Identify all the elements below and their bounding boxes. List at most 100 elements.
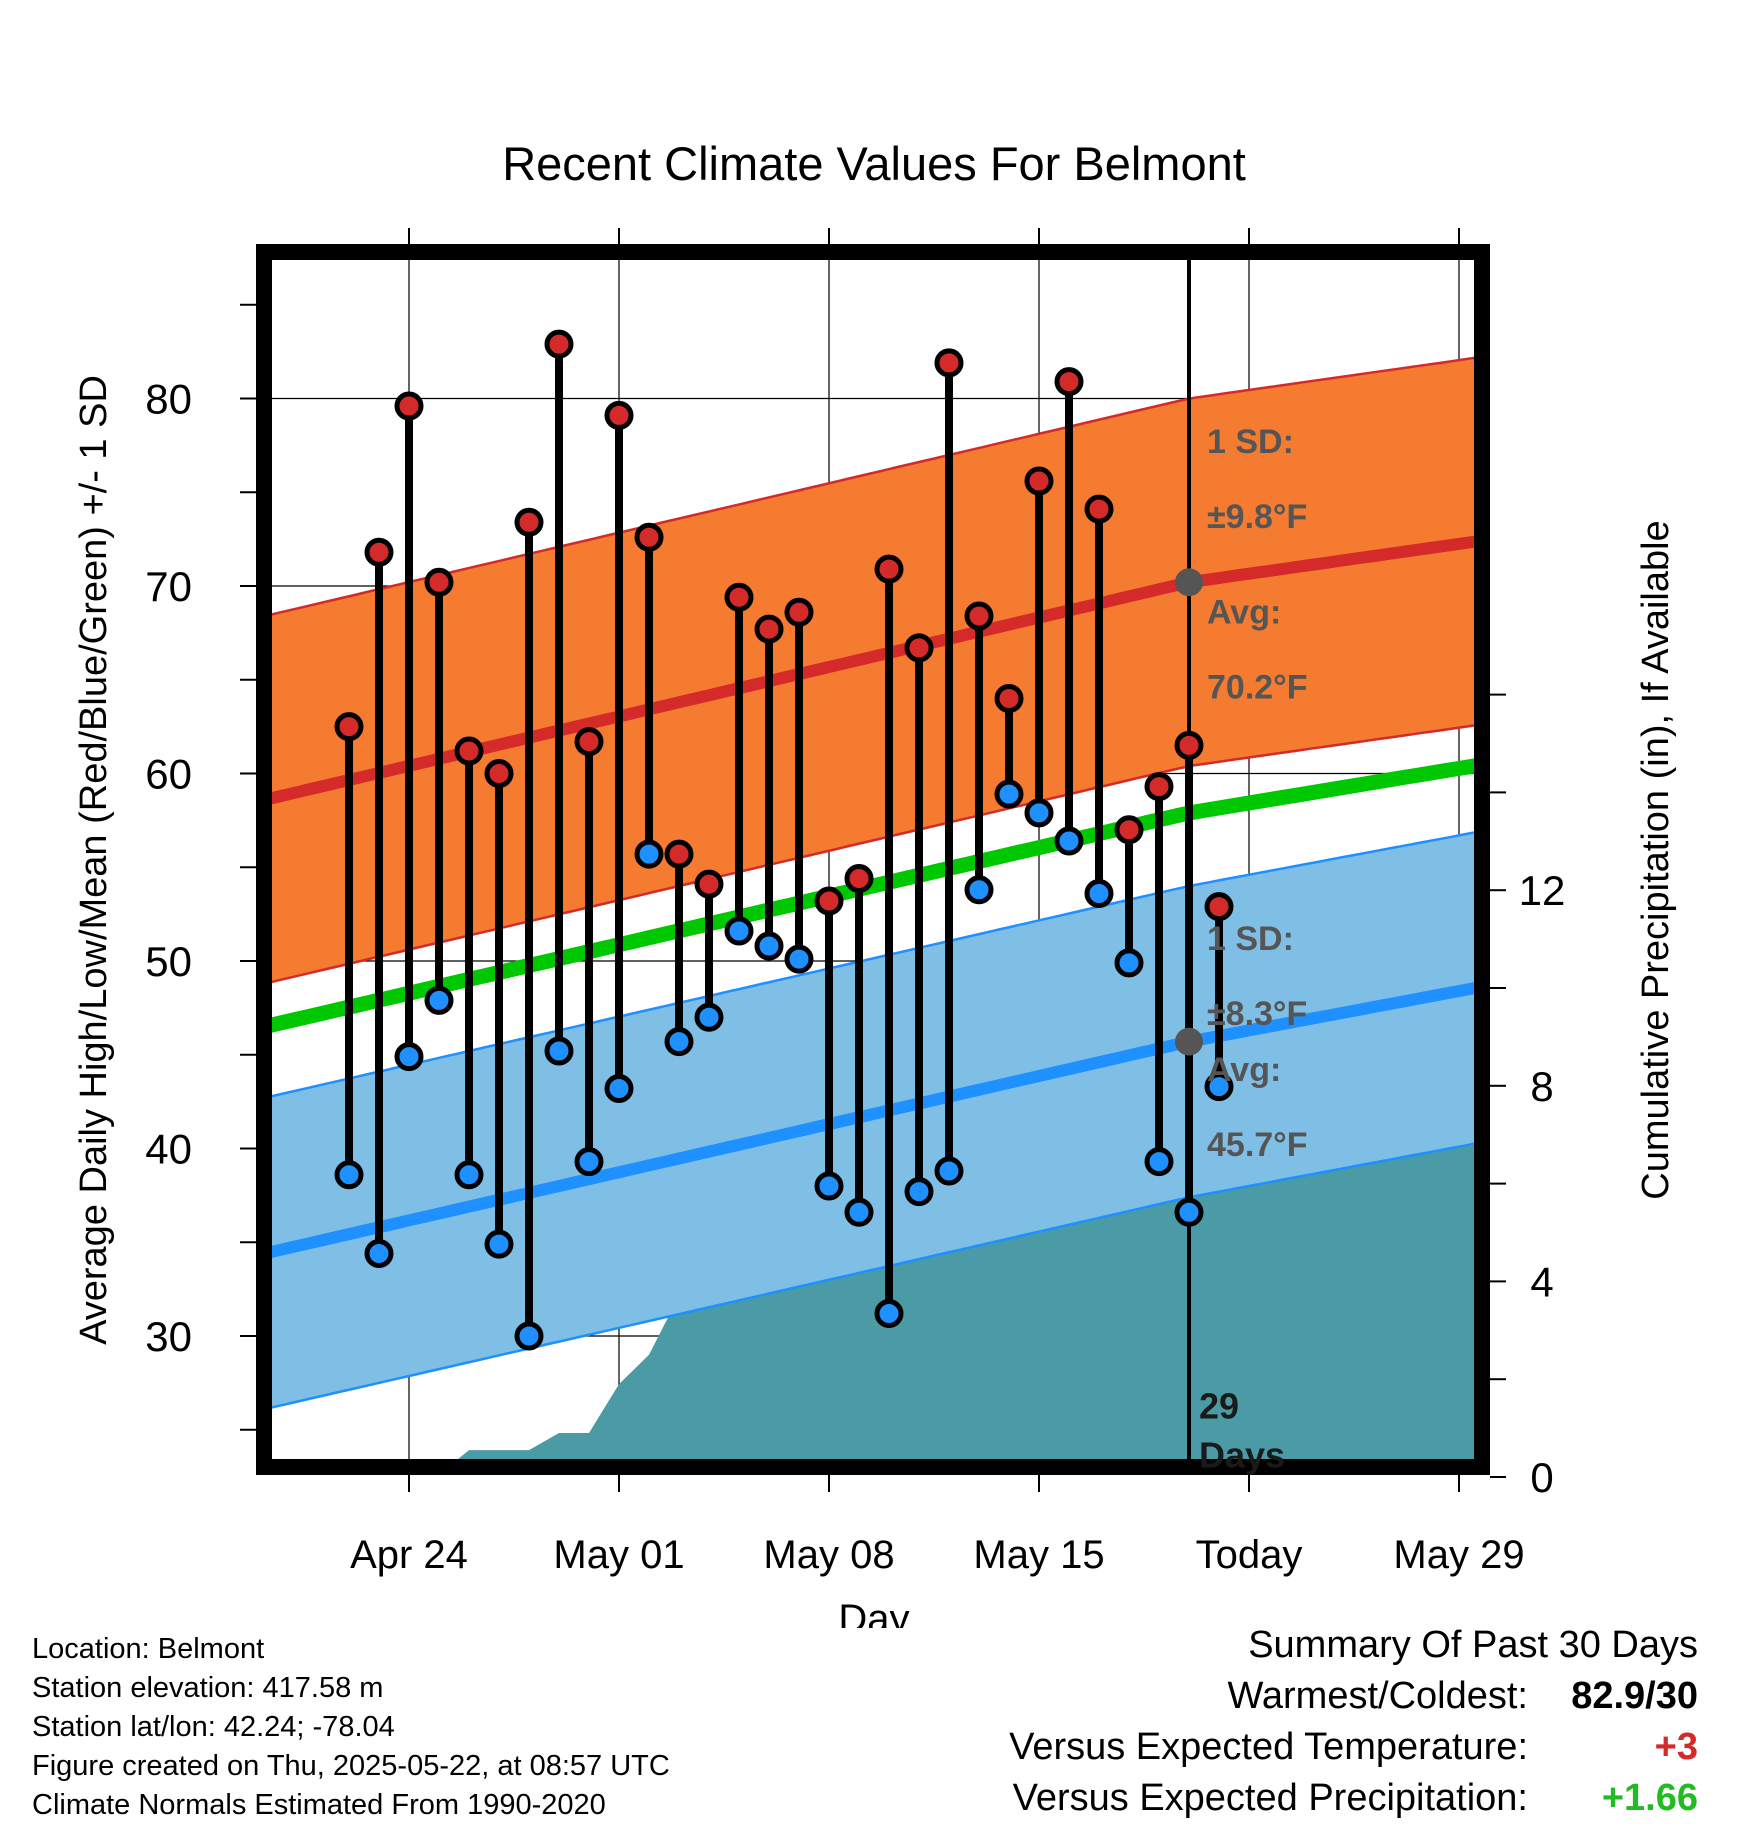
daily-high-point xyxy=(1114,815,1144,845)
daily-high-point xyxy=(934,348,964,378)
summary-panel: Summary Of Past 30 Days Warmest/Coldest:… xyxy=(1009,1624,1698,1828)
daily-low-point xyxy=(934,1156,964,1186)
daily-high-point xyxy=(1084,494,1114,524)
daily-low-point xyxy=(484,1229,514,1259)
daily-low-point xyxy=(1174,1197,1204,1227)
daily-high-point xyxy=(334,712,364,742)
daily-high-point xyxy=(634,522,664,552)
high-avg-value: 70.2°F xyxy=(1207,669,1308,707)
days-word: Days xyxy=(1199,1434,1285,1475)
high-sd-band-upper-edge xyxy=(264,356,1480,618)
summary-warmest-row: Warmest/Coldest: 82.9/30 xyxy=(1009,1675,1698,1726)
daily-high-point xyxy=(1024,466,1054,496)
temp-label: Versus Expected Temperature: xyxy=(1009,1726,1528,1768)
daily-high-point xyxy=(1204,892,1234,922)
daily-high-point xyxy=(694,869,724,899)
daily-low-point xyxy=(994,779,1024,809)
annotations: 1 SD: ±9.8°F Avg: 70.2°F 1 SD: ±8.3°F Avg: 45.7… xyxy=(1175,423,1308,1475)
daily-low-point xyxy=(604,1074,634,1103)
daily-low-point xyxy=(784,944,814,974)
daily-high-point xyxy=(484,759,514,788)
daily-low-point xyxy=(544,1036,574,1066)
y-tick-label: 50 xyxy=(145,938,192,985)
plot-frame xyxy=(256,244,1490,1475)
x-tick-label: May 08 xyxy=(763,1533,894,1577)
y-tick-label: 70 xyxy=(145,563,192,610)
latlon-text: Station lat/lon: 42.24; -78.04 xyxy=(32,1711,395,1743)
daily-high-point xyxy=(904,633,934,663)
high-avg-label: Avg: xyxy=(1207,594,1281,632)
x-tick-label: May 15 xyxy=(973,1533,1104,1577)
daily-low-point xyxy=(814,1171,844,1201)
daily-markers xyxy=(334,329,1234,1351)
station-metadata: Location: Belmont Station elevation: 417… xyxy=(32,1630,670,1825)
daily-high-point xyxy=(784,597,814,627)
daily-low-point xyxy=(1024,798,1054,828)
x-tick-label: Apr 24 xyxy=(350,1533,468,1577)
daily-low-point xyxy=(1084,879,1114,908)
precip-value: +1.66 xyxy=(1601,1777,1698,1819)
x-axis-label: Day xyxy=(838,1597,909,1628)
x-tick-label: Today xyxy=(1196,1533,1303,1577)
location-text: Location: Belmont xyxy=(32,1633,265,1665)
daily-high-point xyxy=(1174,730,1204,760)
y-tick-label: 40 xyxy=(145,1126,192,1173)
low-avg-line xyxy=(264,981,1481,1260)
daily-low-point xyxy=(634,839,664,869)
y2-tick-label: 12 xyxy=(1519,867,1566,914)
daily-low-point xyxy=(334,1160,364,1190)
high-sd-label: 1 SD: xyxy=(1207,423,1294,461)
daily-high-point xyxy=(364,537,394,567)
y2-tick-label: 4 xyxy=(1530,1258,1553,1305)
x-tick-label: May 29 xyxy=(1393,1533,1524,1577)
low-sd-label: 1 SD: xyxy=(1207,920,1294,958)
climate-chart: Recent Climate Values For Belmont 304050… xyxy=(73,137,1677,1628)
low-avg-value: 45.7°F xyxy=(1207,1126,1308,1164)
chart-title: Recent Climate Values For Belmont xyxy=(502,137,1246,190)
daily-low-point xyxy=(1204,1072,1234,1102)
y-axis-label: Average Daily High/Low/Mean (Red/Blue/Gr… xyxy=(73,375,115,1345)
daily-high-point xyxy=(454,736,484,766)
y-tick-label: 80 xyxy=(145,376,192,423)
elevation-text: Station elevation: 417.58 m xyxy=(32,1672,384,1704)
created-text: Figure created on Thu, 2025-05-22, at 08… xyxy=(32,1750,670,1782)
daily-high-point xyxy=(814,886,844,916)
daily-low-point xyxy=(454,1160,484,1190)
daily-high-point xyxy=(424,567,454,597)
daily-high-point xyxy=(754,614,784,644)
daily-low-point xyxy=(1144,1147,1174,1177)
daily-high-point xyxy=(994,684,1024,713)
daily-high-point xyxy=(964,601,994,631)
daily-high-point xyxy=(394,391,424,421)
low-sd-band-lower-edge xyxy=(264,1141,1480,1411)
daily-low-point xyxy=(754,931,784,961)
daily-low-point xyxy=(514,1321,544,1351)
daily-low-point xyxy=(1114,948,1144,978)
warmest-label: Warmest/Coldest: xyxy=(1227,1675,1528,1717)
precip-label: Versus Expected Precipitation: xyxy=(1012,1777,1528,1819)
daily-high-point xyxy=(544,329,574,359)
y2-axis-label: Cumulative Precipitation (in), If Availa… xyxy=(1635,520,1677,1199)
high-sd-value: ±9.8°F xyxy=(1207,498,1307,536)
low-sd-value: ±8.3°F xyxy=(1207,995,1307,1033)
summary-precip-row: Versus Expected Precipitation: +1.66 xyxy=(1009,1777,1698,1828)
summary-title: Summary Of Past 30 Days xyxy=(1248,1624,1698,1666)
daily-low-point xyxy=(424,985,454,1015)
daily-high-point xyxy=(574,727,604,757)
daily-low-point xyxy=(964,875,994,905)
low-avg-label: Avg: xyxy=(1207,1051,1281,1089)
daily-high-point xyxy=(664,839,694,869)
daily-high-point xyxy=(844,864,874,893)
daily-high-point xyxy=(874,554,904,584)
normals-text: Climate Normals Estimated From 1990-2020 xyxy=(32,1789,606,1821)
daily-low-point xyxy=(574,1147,604,1177)
daily-high-point xyxy=(724,582,754,612)
daily-low-point xyxy=(724,916,754,946)
high-avg-today-point xyxy=(1175,568,1203,597)
daily-low-point xyxy=(664,1027,694,1057)
daily-high-point xyxy=(1054,367,1084,397)
daily-low-point xyxy=(394,1042,424,1072)
daily-low-point xyxy=(904,1177,934,1207)
axes: 30 40 50 60 70 80 0 4 8 12 Apr 24 May 01 May 08 May 1… xyxy=(145,228,1565,1577)
daily-low-point xyxy=(364,1239,394,1268)
